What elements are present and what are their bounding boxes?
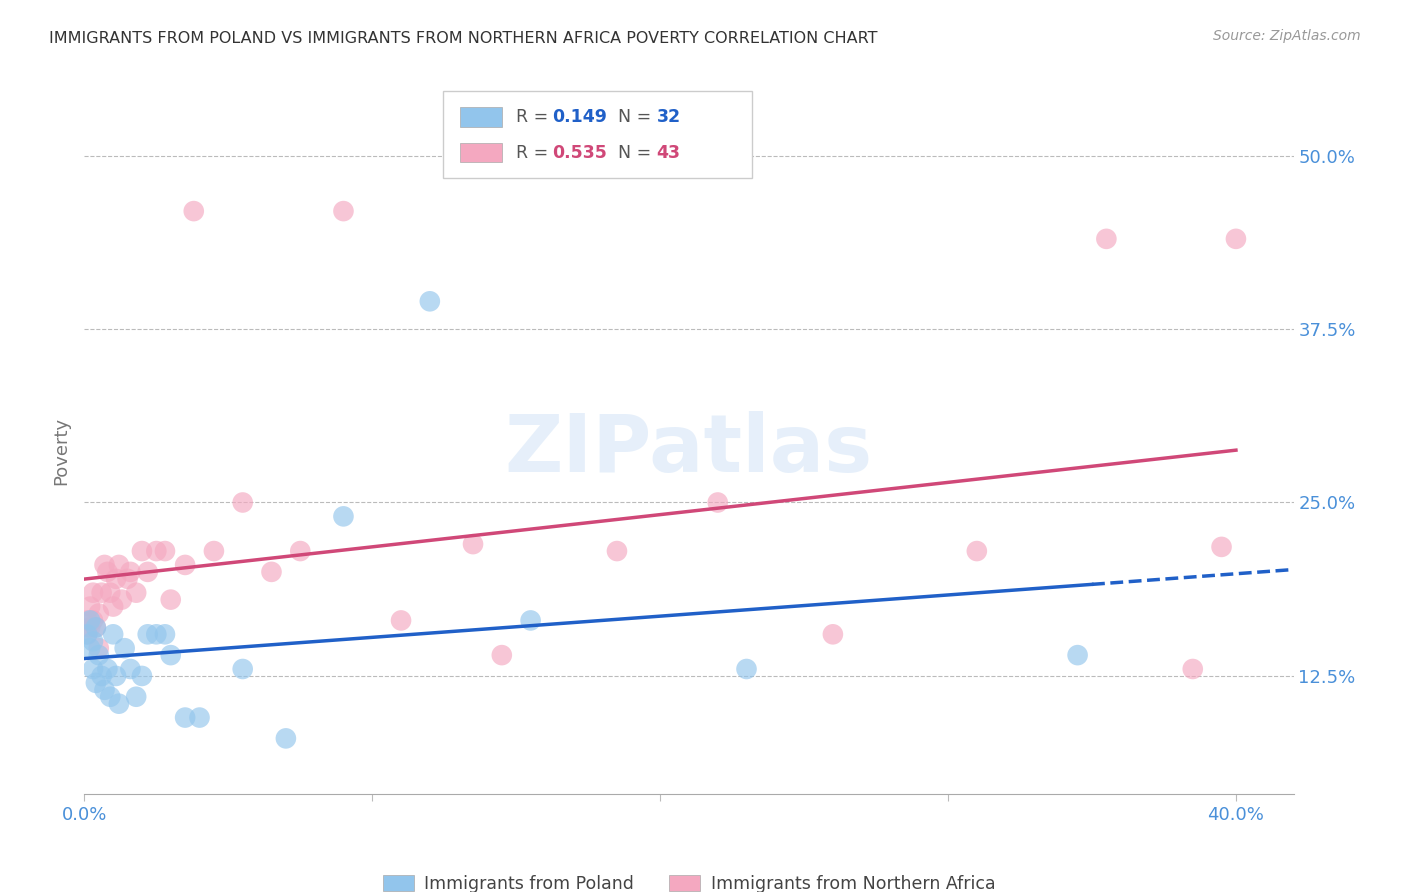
Point: [101, 599, 124, 614]
Point: [332, 204, 354, 219]
Text: IMMIGRANTS FROM POLAND VS IMMIGRANTS FROM NORTHERN AFRICA POVERTY CORRELATION CH: IMMIGRANTS FROM POLAND VS IMMIGRANTS FRO…: [49, 31, 877, 46]
Text: 0.149: 0.149: [553, 108, 607, 126]
Point: [125, 585, 148, 599]
Point: [332, 509, 354, 524]
Point: [93, 682, 115, 697]
Point: [153, 544, 176, 558]
Point: [290, 544, 312, 558]
Point: [101, 627, 124, 641]
Point: [79, 641, 101, 656]
Point: [821, 627, 844, 641]
Point: [98, 690, 121, 704]
Point: [125, 690, 148, 704]
Point: [120, 662, 142, 676]
Text: Source: ZipAtlas.com: Source: ZipAtlas.com: [1213, 29, 1361, 43]
Point: [1225, 232, 1247, 246]
Point: [153, 627, 176, 641]
Point: [96, 565, 118, 579]
Point: [82, 662, 104, 676]
Point: [159, 648, 181, 662]
Point: [108, 558, 131, 572]
Point: [519, 614, 541, 628]
Point: [84, 620, 107, 634]
Text: 43: 43: [657, 144, 681, 161]
Point: [82, 614, 104, 628]
Point: [202, 544, 225, 558]
Point: [274, 731, 297, 746]
Point: [117, 572, 139, 586]
Point: [90, 669, 112, 683]
Point: [96, 662, 118, 676]
Point: [419, 294, 441, 309]
Point: [76, 627, 98, 641]
Point: [82, 634, 104, 648]
Point: [188, 710, 211, 724]
Point: [1066, 648, 1088, 662]
Point: [1211, 540, 1233, 554]
Point: [606, 544, 628, 558]
Point: [183, 204, 205, 219]
Point: [232, 495, 254, 509]
Point: [145, 544, 167, 558]
Point: [87, 607, 110, 621]
Point: [735, 662, 758, 676]
Legend: Immigrants from Poland, Immigrants from Northern Africa: Immigrants from Poland, Immigrants from …: [375, 868, 1002, 892]
Point: [174, 558, 197, 572]
Point: [108, 697, 131, 711]
Text: R =: R =: [516, 144, 554, 161]
Text: 32: 32: [657, 108, 681, 126]
Point: [114, 641, 136, 656]
Point: [145, 627, 167, 641]
Point: [131, 669, 153, 683]
Point: [159, 592, 181, 607]
Point: [461, 537, 484, 551]
Point: [389, 614, 412, 628]
Point: [1181, 662, 1204, 676]
Point: [105, 669, 128, 683]
Text: R =: R =: [516, 108, 554, 126]
Point: [76, 614, 98, 628]
Point: [120, 565, 142, 579]
Point: [79, 614, 101, 628]
Point: [90, 585, 112, 599]
Point: [98, 585, 121, 599]
Point: [79, 620, 101, 634]
Text: N =: N =: [607, 144, 657, 161]
Point: [87, 641, 110, 656]
Point: [82, 585, 104, 599]
Point: [105, 572, 128, 586]
Point: [136, 565, 159, 579]
Point: [491, 648, 513, 662]
Point: [136, 627, 159, 641]
Point: [111, 592, 134, 607]
Point: [131, 544, 153, 558]
Point: [87, 648, 110, 662]
Point: [79, 599, 101, 614]
Point: [93, 558, 115, 572]
Text: 0.535: 0.535: [553, 144, 607, 161]
Point: [84, 620, 107, 634]
Y-axis label: Poverty: Poverty: [52, 417, 70, 484]
Point: [260, 565, 283, 579]
Point: [232, 662, 254, 676]
Text: N =: N =: [607, 108, 657, 126]
Point: [966, 544, 988, 558]
Point: [76, 627, 98, 641]
Point: [706, 495, 728, 509]
Point: [174, 710, 197, 724]
Point: [84, 676, 107, 690]
Point: [1095, 232, 1118, 246]
Text: ZIPatlas: ZIPatlas: [505, 411, 873, 490]
